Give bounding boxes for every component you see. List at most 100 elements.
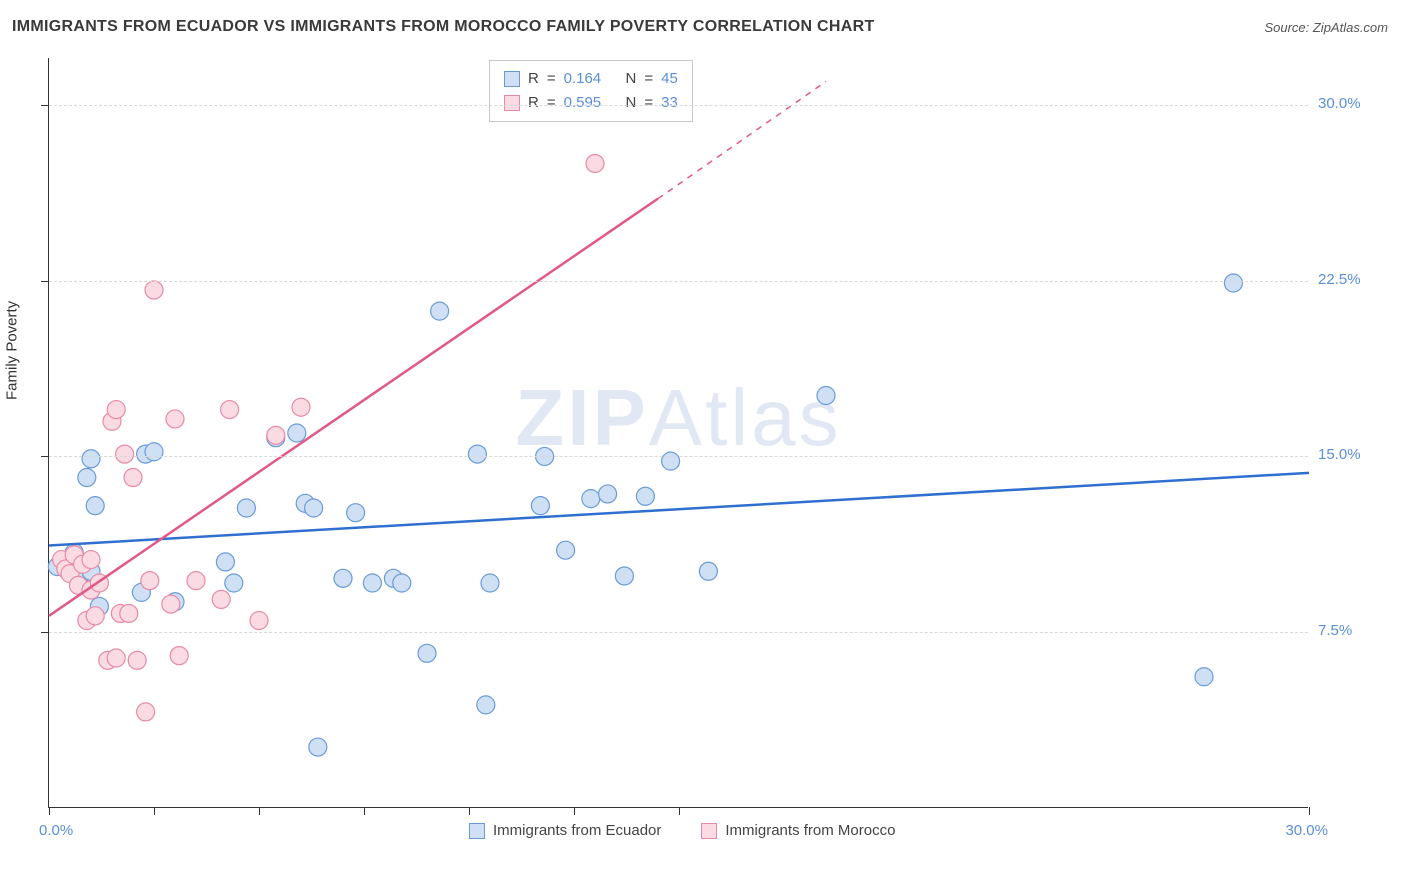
data-point bbox=[431, 302, 449, 320]
n-value-ecuador: 45 bbox=[661, 67, 678, 91]
data-point bbox=[481, 574, 499, 592]
data-point bbox=[582, 490, 600, 508]
gridline bbox=[49, 105, 1308, 106]
x-tick bbox=[1309, 807, 1310, 815]
data-point bbox=[221, 401, 239, 419]
x-tick bbox=[469, 807, 470, 815]
x-tick bbox=[49, 807, 50, 815]
y-axis-tick-label: 22.5% bbox=[1318, 271, 1398, 288]
data-point bbox=[145, 281, 163, 299]
data-point bbox=[212, 590, 230, 608]
data-point bbox=[557, 541, 575, 559]
legend-row-ecuador: R = 0.164 N = 45 bbox=[504, 67, 678, 91]
legend-swatch-morocco bbox=[701, 823, 717, 839]
data-point bbox=[107, 401, 125, 419]
data-point bbox=[78, 469, 96, 487]
data-point bbox=[187, 572, 205, 590]
legend-swatch-ecuador bbox=[504, 71, 520, 87]
data-point bbox=[599, 485, 617, 503]
legend-swatch-morocco bbox=[504, 95, 520, 111]
data-point bbox=[477, 696, 495, 714]
y-tick bbox=[41, 632, 49, 633]
data-point bbox=[347, 504, 365, 522]
data-point bbox=[531, 497, 549, 515]
legend-swatch-ecuador bbox=[469, 823, 485, 839]
r-label: R bbox=[528, 91, 539, 115]
x-axis-min-label: 0.0% bbox=[39, 822, 73, 839]
data-point bbox=[170, 647, 188, 665]
data-point bbox=[166, 410, 184, 428]
r-value-morocco: 0.595 bbox=[564, 91, 602, 115]
y-axis-tick-label: 30.0% bbox=[1318, 95, 1398, 112]
data-point bbox=[305, 499, 323, 517]
data-point bbox=[82, 450, 100, 468]
equals-sign: = bbox=[644, 67, 653, 91]
equals-sign: = bbox=[644, 91, 653, 115]
data-point bbox=[288, 424, 306, 442]
data-point bbox=[128, 651, 146, 669]
data-point bbox=[86, 607, 104, 625]
data-point bbox=[309, 738, 327, 756]
data-point bbox=[662, 452, 680, 470]
data-point bbox=[107, 649, 125, 667]
x-tick bbox=[259, 807, 260, 815]
data-point bbox=[237, 499, 255, 517]
r-value-ecuador: 0.164 bbox=[564, 67, 602, 91]
gridline bbox=[49, 632, 1308, 633]
data-point bbox=[137, 703, 155, 721]
data-point bbox=[586, 154, 604, 172]
n-label: N bbox=[626, 67, 637, 91]
series-legend: Immigrants from Ecuador Immigrants from … bbox=[469, 822, 895, 839]
equals-sign: = bbox=[547, 91, 556, 115]
data-point bbox=[334, 569, 352, 587]
source-label: Source: bbox=[1264, 20, 1312, 35]
x-tick bbox=[574, 807, 575, 815]
plot-svg bbox=[49, 58, 1308, 807]
y-axis-tick-label: 7.5% bbox=[1318, 622, 1398, 639]
data-point bbox=[363, 574, 381, 592]
data-point bbox=[82, 551, 100, 569]
gridline bbox=[49, 456, 1308, 457]
data-point bbox=[418, 644, 436, 662]
x-tick bbox=[154, 807, 155, 815]
data-point bbox=[162, 595, 180, 613]
y-tick bbox=[41, 281, 49, 282]
data-point bbox=[225, 574, 243, 592]
legend-item-ecuador: Immigrants from Ecuador bbox=[469, 822, 661, 839]
data-point bbox=[636, 487, 654, 505]
gridline bbox=[49, 281, 1308, 282]
data-point bbox=[145, 443, 163, 461]
data-point bbox=[615, 567, 633, 585]
data-point bbox=[699, 562, 717, 580]
plot-area: ZIPAtlas R = 0.164 N = 45 R = 0.595 N bbox=[48, 58, 1308, 808]
y-axis-tick-label: 15.0% bbox=[1318, 446, 1398, 463]
data-point bbox=[124, 469, 142, 487]
data-point bbox=[250, 612, 268, 630]
data-point bbox=[817, 387, 835, 405]
y-axis-title: Family Poverty bbox=[4, 301, 21, 400]
data-point bbox=[141, 572, 159, 590]
series-name-morocco: Immigrants from Morocco bbox=[725, 822, 895, 839]
data-point bbox=[393, 574, 411, 592]
data-point bbox=[86, 497, 104, 515]
x-tick bbox=[679, 807, 680, 815]
data-point bbox=[292, 398, 310, 416]
series-name-ecuador: Immigrants from Ecuador bbox=[493, 822, 661, 839]
data-point bbox=[120, 604, 138, 622]
data-point bbox=[216, 553, 234, 571]
legend-row-morocco: R = 0.595 N = 33 bbox=[504, 91, 678, 115]
data-point bbox=[468, 445, 486, 463]
data-point bbox=[267, 426, 285, 444]
chart-container: IMMIGRANTS FROM ECUADOR VS IMMIGRANTS FR… bbox=[0, 0, 1406, 892]
data-point bbox=[1224, 274, 1242, 292]
source-value: ZipAtlas.com bbox=[1313, 20, 1388, 35]
data-point bbox=[1195, 668, 1213, 686]
n-value-morocco: 33 bbox=[661, 91, 678, 115]
data-point bbox=[116, 445, 134, 463]
y-tick bbox=[41, 456, 49, 457]
n-label: N bbox=[626, 91, 637, 115]
correlation-legend: R = 0.164 N = 45 R = 0.595 N = 33 bbox=[489, 60, 693, 122]
y-tick bbox=[41, 105, 49, 106]
legend-item-morocco: Immigrants from Morocco bbox=[701, 822, 895, 839]
source-attribution: Source: ZipAtlas.com bbox=[1264, 20, 1388, 35]
